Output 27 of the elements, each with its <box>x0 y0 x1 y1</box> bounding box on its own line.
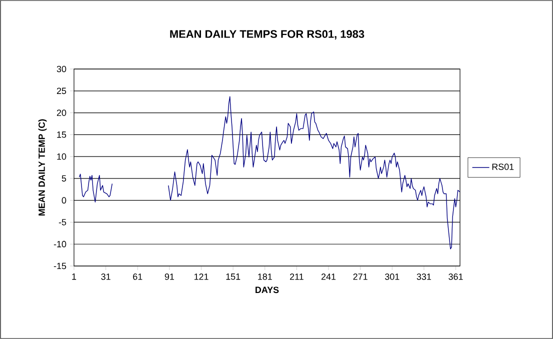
x-tick-label: 121 <box>194 274 208 280</box>
y-tick-label: 5 <box>62 175 66 182</box>
legend-label: RS01 <box>492 164 514 170</box>
x-tick-label: 211 <box>290 274 304 280</box>
x-tick-label: 301 <box>385 274 400 280</box>
y-tick-label: 25 <box>56 88 66 94</box>
x-tick-label: 91 <box>164 274 174 280</box>
y-tick-label: 30 <box>56 66 66 72</box>
y-tick-label: 10 <box>57 153 66 160</box>
x-tick-label: 1 <box>72 274 76 280</box>
x-axis-title: DAYS <box>256 286 279 294</box>
y-tick-label: -5 <box>58 219 66 226</box>
x-tick-label: 331 <box>416 274 431 280</box>
y-tick-label: -15 <box>54 262 66 270</box>
y-tick-label: 20 <box>56 110 66 116</box>
y-tick-label: 0 <box>62 197 66 204</box>
x-tick-label: 151 <box>226 274 240 280</box>
x-tick-label: 181 <box>258 274 272 280</box>
x-tick-label: 271 <box>353 274 368 280</box>
y-axis-title: MEAN DAILY TEMP (C) <box>38 119 47 216</box>
x-tick-label: 61 <box>133 274 142 280</box>
y-tick-label: 15 <box>57 132 66 138</box>
x-tick-label: 361 <box>448 274 463 280</box>
chart-title: MEAN DAILY TEMPS FOR RS01, 1983 <box>170 30 364 40</box>
x-tick-label: 31 <box>101 274 110 280</box>
y-tick-label: -10 <box>54 240 66 248</box>
x-tick-label: 241 <box>321 274 336 280</box>
